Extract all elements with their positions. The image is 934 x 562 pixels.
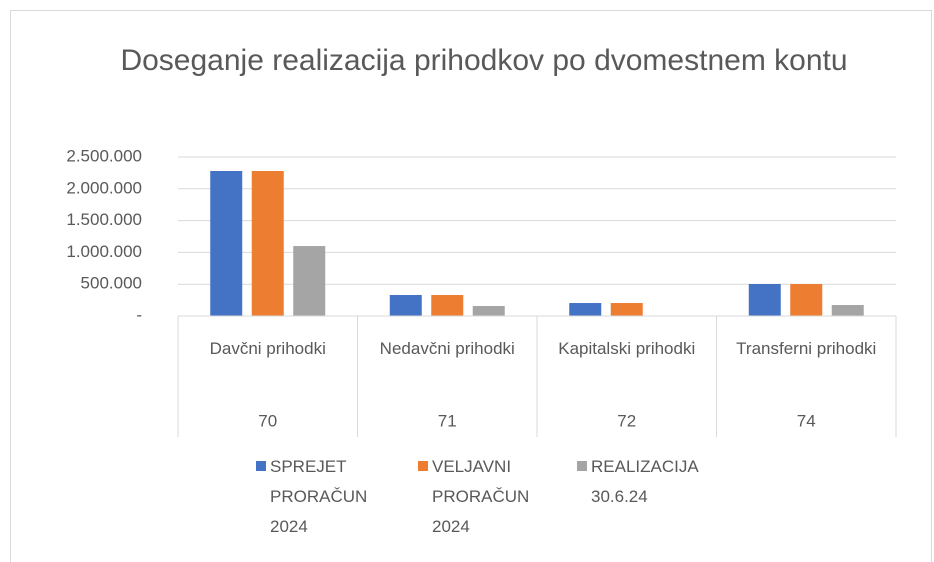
legend-swatch [577,461,587,471]
x-tick-label: Transferni prihodki [736,339,876,358]
x-tick-label: Davčni prihodki [210,339,326,358]
bar [210,170,243,316]
x-group-label: 70 [258,411,277,430]
y-tick-label: - [136,305,142,324]
chart-title: Doseganje realizacija prihodkov po dvome… [120,44,847,77]
bar [431,295,464,316]
bar [748,284,781,316]
legend-label: SPREJET PRORAČUN 2024 [270,457,372,536]
chart-border [10,10,932,562]
y-tick-label: 500.000 [81,274,142,293]
x-group-label: 72 [617,411,636,430]
x-group-label: 74 [797,411,816,430]
bar [831,304,864,316]
y-tick-label: 2.500.000 [66,146,142,165]
bar [293,246,326,316]
x-tick-label: Kapitalski prihodki [558,339,695,358]
legend-label: VELJAVNI PRORAČUN 2024 [432,457,534,536]
bar [610,303,643,316]
x-group-label: 71 [438,411,457,430]
legend-label: REALIZACIJA 30.6.24 [591,457,702,506]
bar [472,306,505,316]
y-tick-label: 1.500.000 [66,210,142,229]
bar [569,303,602,316]
bar [790,284,823,316]
bar [389,295,422,316]
legend-swatch [256,461,266,471]
y-tick-label: 2.000.000 [66,178,142,197]
y-tick-label: 1.000.000 [66,242,142,261]
legend-swatch [418,461,428,471]
bar [251,170,284,316]
x-tick-label: Nedavčni prihodki [380,339,515,358]
